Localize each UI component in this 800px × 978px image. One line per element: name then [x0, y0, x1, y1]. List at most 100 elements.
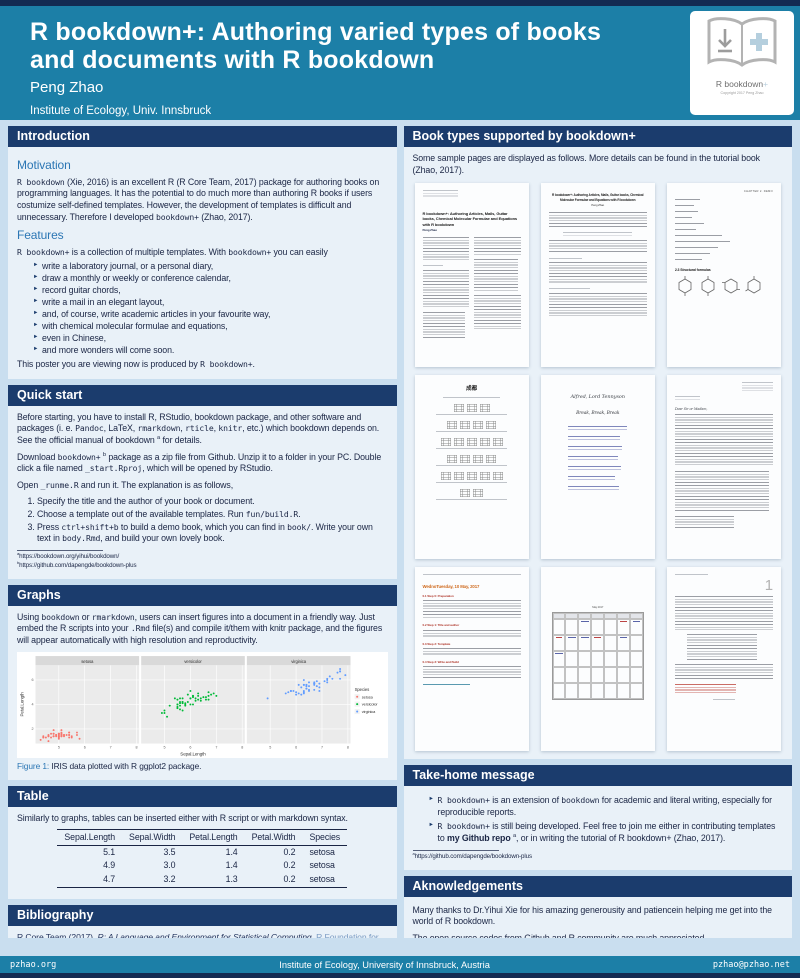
placeholder-text-lines	[548, 288, 590, 291]
poster-title-line1: R bookdown+: Authoring varied types of b…	[30, 18, 602, 46]
download-arrow-icon	[718, 29, 732, 53]
placeholder-address-block	[741, 382, 773, 393]
placeholder-text-lines	[436, 414, 507, 417]
chapter-header: CHAPTER 2. DEMO	[743, 190, 773, 194]
sample-page-letter: Dear Sir or Madam,	[666, 375, 781, 560]
bibliography-entry: R Core Team (2017). R: A Language and En…	[17, 931, 379, 938]
features-list: write a laboratory journal, or a persona…	[17, 261, 388, 357]
section-book-types: Book types supported by bookdown+ Some s…	[403, 126, 792, 760]
chord-diagram	[492, 472, 503, 481]
placeholder-text-lines	[548, 292, 647, 317]
cell: 3.0	[163, 860, 176, 871]
placeholder-verse-lines	[568, 435, 621, 442]
placeholder-text-lines	[474, 236, 521, 255]
poster-author: Peng Zhao	[30, 79, 104, 96]
chord-diagram	[440, 472, 451, 481]
placeholder-footnote-links	[674, 684, 736, 694]
placeholder-text-lines	[436, 465, 507, 468]
placeholder-equation-line	[674, 240, 730, 244]
svg-text:2: 2	[31, 727, 33, 731]
journal-step-heading: 0.1 Step 0: Preparation	[422, 594, 454, 599]
chord-diagram	[486, 455, 497, 464]
footer-email: pzhao@pzhao.net	[712, 959, 790, 970]
svg-text:Species: Species	[355, 687, 370, 692]
letter-salutation: Dear Sir or Madam,	[674, 407, 708, 412]
sample-page-chinese-article: R bookdown+: Authoring Articles, Mails, …	[540, 183, 655, 368]
svg-text:setosa: setosa	[362, 694, 374, 699]
quick-start-steps: Specify the title and the author of your…	[17, 496, 388, 544]
sample-page-article: R bookdown+: Authoring Articles, Mails, …	[414, 183, 529, 368]
chord-diagram	[460, 421, 471, 430]
equation-list	[674, 198, 773, 262]
motivation-paragraph: R bookdown (Xie, 2016) is an excellent R…	[17, 176, 380, 222]
cell: 4.7	[57, 873, 123, 888]
placeholder-verse-lines	[568, 485, 619, 492]
chord-row	[423, 404, 521, 413]
calendar-grid	[551, 611, 644, 700]
chord-diagram	[466, 438, 477, 447]
cell: 1.4	[225, 860, 238, 871]
placeholder-equation-line	[674, 246, 719, 250]
chord-diagram	[440, 438, 451, 447]
chinese-article-title: R bookdown+: Authoring Articles, Mails, …	[552, 193, 644, 202]
feature-item: with chemical molecular formulae and equ…	[33, 321, 388, 333]
svg-text:6: 6	[31, 678, 33, 682]
cell: 4.9	[103, 860, 116, 871]
svg-text:versicolor: versicolor	[362, 701, 378, 706]
section-bibliography: Bibliography R Core Team (2017). R: A La…	[8, 904, 397, 938]
cell: 1.4	[225, 846, 238, 857]
column-header: Petal.Length	[182, 829, 245, 846]
column-header: Sepal.Width	[122, 829, 183, 846]
placeholder-text-lines	[436, 431, 507, 434]
svg-text:7: 7	[110, 745, 112, 749]
chord-diagram	[486, 421, 497, 430]
section-bibliography-title: Bibliography	[8, 904, 397, 926]
acknowledgements-p1: Many thanks to Dr.Yihui Xie for his amaz…	[412, 904, 773, 927]
cell: 0.2	[244, 873, 303, 888]
journal-step-heading: 0.3 Step 2: Template	[422, 641, 451, 646]
feature-item: record guitar chords,	[33, 285, 388, 297]
cell: setosa	[302, 873, 348, 888]
chord-diagram	[466, 472, 477, 481]
placeholder-text-lines	[422, 311, 466, 338]
svg-text:5: 5	[58, 745, 60, 749]
placeholder-text-lines	[563, 231, 633, 237]
journal-date-heading: WednoTuesday, 10 May, 2017	[422, 583, 480, 589]
svg-text:8: 8	[241, 745, 243, 749]
step-item: Press ctrl+shift+b to build a demo book,…	[37, 522, 388, 545]
cell: setosa	[309, 860, 335, 871]
poster-institute: Institute of Ecology, Univ. Innsbruck	[30, 105, 212, 117]
features-heading: Features	[17, 228, 64, 243]
article-title: R bookdown+: Authoring Articles, Mails, …	[422, 211, 518, 227]
footnote-url: bhttps://github.com/dapengde/bookdown-pl…	[17, 559, 137, 569]
placeholder-text-lines	[548, 262, 647, 285]
chord-row	[423, 472, 521, 481]
placeholder-page-footer	[713, 699, 735, 702]
placeholder-bullet-list	[686, 634, 758, 661]
poem-verse	[568, 425, 628, 492]
svg-text:Petal.Length: Petal.Length	[20, 691, 25, 716]
graphs-paragraph: Using bookdown or rmarkdown, users can i…	[17, 611, 383, 645]
logo-label: R bookdown+	[715, 79, 769, 89]
column-header: Petal.Width	[244, 829, 303, 846]
feature-item: write a laboratory journal, or a persona…	[33, 261, 388, 273]
poster-footer: pzhao.org Institute of Ecology, Universi…	[0, 956, 800, 973]
svg-text:5: 5	[269, 745, 271, 749]
table-row: 5.1 3.5 1.4 0.2 setosa	[57, 845, 347, 859]
placeholder-letter-body	[674, 515, 734, 528]
chord-diagram	[453, 438, 464, 447]
structural-formulas-heading: 2.3 Structural formulas	[674, 267, 711, 272]
placeholder-text-lines	[674, 596, 773, 631]
placeholder-equation-line	[674, 198, 701, 202]
poster-header: R bookdown+: Authoring varied types of b…	[0, 6, 800, 120]
chord-row	[423, 455, 521, 464]
table-row: 4.9 3.0 1.4 0.2 setosa	[57, 859, 347, 873]
placeholder-text-lines	[422, 629, 521, 637]
placeholder-text-lines	[422, 665, 521, 679]
feature-item: write a mail in an elegant layout,	[33, 297, 388, 309]
section-book-types-title: Book types supported by bookdown+	[403, 126, 792, 147]
introduction-closing: This poster you are viewing now is produ…	[17, 359, 255, 370]
svg-text:6: 6	[295, 745, 297, 749]
section-introduction-title: Introduction	[8, 126, 397, 147]
acknowledgements-p2: The open source codes from Github and R …	[412, 932, 707, 938]
